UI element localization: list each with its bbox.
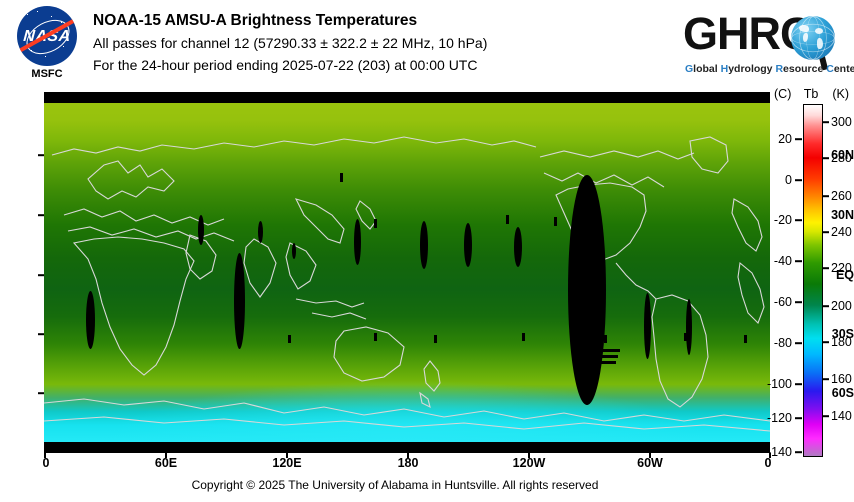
xtick-label-0e: 0 bbox=[42, 456, 50, 470]
cb-celsius-m80: -80 bbox=[773, 336, 792, 350]
colorbar-gradient[interactable] bbox=[803, 104, 823, 457]
xtick-mark-360 bbox=[769, 453, 771, 458]
cb-kelvin-260: 260 bbox=[831, 189, 852, 203]
header: NASA MSFC NOAA-15 AMSU-A Brightness Temp… bbox=[0, 0, 854, 90]
colorbar-unit-kelvin: (K) bbox=[832, 87, 849, 101]
ghrc-tagline: Global Hydrology Resource Center bbox=[685, 63, 854, 75]
xtick-label-60e: 60E bbox=[154, 456, 178, 470]
xtick-mark-120w bbox=[528, 453, 530, 458]
xtick-label-120e: 120E bbox=[272, 456, 302, 470]
xtick-label-60w: 60W bbox=[637, 456, 663, 470]
ytick-mark-60n bbox=[38, 154, 44, 156]
ytick-label-eq: EQ bbox=[835, 268, 854, 282]
cb-kelvin-280: 280 bbox=[831, 151, 852, 165]
map-plot-area[interactable] bbox=[44, 103, 770, 442]
page-subtitle-channel: All passes for channel 12 (57290.33 ± 32… bbox=[93, 35, 488, 51]
ytick-label-30n: 30N bbox=[831, 208, 854, 222]
xtick-label-120w: 120W bbox=[512, 456, 546, 470]
ghrc-tagline-h: H bbox=[720, 63, 729, 75]
xtick-mark-60e bbox=[165, 453, 167, 458]
xtick-mark-60w bbox=[649, 453, 651, 458]
ytick-label-60s: 60S bbox=[831, 386, 854, 400]
cb-celsius-20: 20 bbox=[778, 132, 792, 146]
cb-celsius-m120: -120 bbox=[766, 411, 792, 425]
ytick-label-30s: 30S bbox=[831, 327, 854, 341]
cb-kelvin-160: 160 bbox=[831, 372, 852, 386]
ytick-label-60n: 60N bbox=[831, 148, 854, 162]
ghrc-logo: GHRC Global Hydrology Resource Center bbox=[683, 8, 854, 82]
cb-kelvin-140: 140 bbox=[831, 409, 852, 423]
ghrc-tagline-esource: esource bbox=[783, 63, 827, 75]
page-subtitle-period: For the 24-hour period ending 2025-07-22… bbox=[93, 57, 478, 73]
cb-celsius-m60: -60 bbox=[773, 295, 792, 309]
ghrc-tagline-ydrology: ydrology bbox=[728, 63, 776, 75]
colorbar-variable: Tb bbox=[803, 87, 819, 101]
nasa-center-label: MSFC bbox=[31, 68, 63, 80]
xtick-mark-0e bbox=[44, 453, 46, 458]
xtick-label-180: 180 bbox=[397, 456, 419, 470]
copyright-notice: Copyright © 2025 The University of Alaba… bbox=[191, 478, 599, 492]
page-title: NOAA-15 AMSU-A Brightness Temperatures bbox=[93, 12, 418, 29]
ytick-mark-eq bbox=[38, 274, 44, 276]
ghrc-tagline-enter: enter bbox=[833, 63, 854, 75]
cb-kelvin-220: 220 bbox=[831, 261, 852, 275]
colorbar-unit-celsius: (C) bbox=[774, 87, 792, 101]
cb-celsius-0: 0 bbox=[785, 173, 792, 187]
cb-kelvin-200: 200 bbox=[831, 299, 852, 313]
title-block: NOAA-15 AMSU-A Brightness Temperatures A… bbox=[93, 10, 487, 76]
ytick-mark-30n bbox=[38, 214, 44, 216]
coastline-overlay bbox=[44, 136, 770, 432]
cb-celsius-m140: -140 bbox=[766, 445, 792, 459]
ghrc-tagline-lobal: lobal bbox=[693, 63, 721, 75]
cb-celsius-m40: -40 bbox=[773, 254, 792, 268]
cb-kelvin-180: 180 bbox=[831, 335, 852, 349]
ghrc-tagline-c: C bbox=[826, 63, 834, 75]
ghrc-tagline-g: G bbox=[685, 63, 694, 75]
cb-celsius-m20: -20 bbox=[773, 213, 792, 227]
nasa-logo: NASA MSFC bbox=[10, 6, 84, 84]
ytick-mark-30s bbox=[38, 333, 44, 335]
data-gap-overlay bbox=[44, 103, 770, 442]
xtick-label-360: 0 bbox=[764, 456, 772, 470]
cb-kelvin-240: 240 bbox=[831, 225, 852, 239]
brightness-temperature-map[interactable] bbox=[44, 92, 770, 453]
colorbar-header: (C) Tb (K) bbox=[774, 87, 849, 101]
cb-celsius-m100: -100 bbox=[766, 377, 792, 391]
ytick-mark-60s bbox=[38, 392, 44, 394]
cb-kelvin-300: 300 bbox=[831, 115, 852, 129]
globe-icon bbox=[791, 16, 835, 60]
xtick-mark-120e bbox=[286, 453, 288, 458]
ghrc-letters: GHRC bbox=[683, 8, 812, 59]
nasa-insignia-disc: NASA bbox=[17, 6, 77, 66]
xtick-mark-180 bbox=[407, 453, 409, 458]
ghrc-tagline-r: R bbox=[775, 63, 784, 75]
